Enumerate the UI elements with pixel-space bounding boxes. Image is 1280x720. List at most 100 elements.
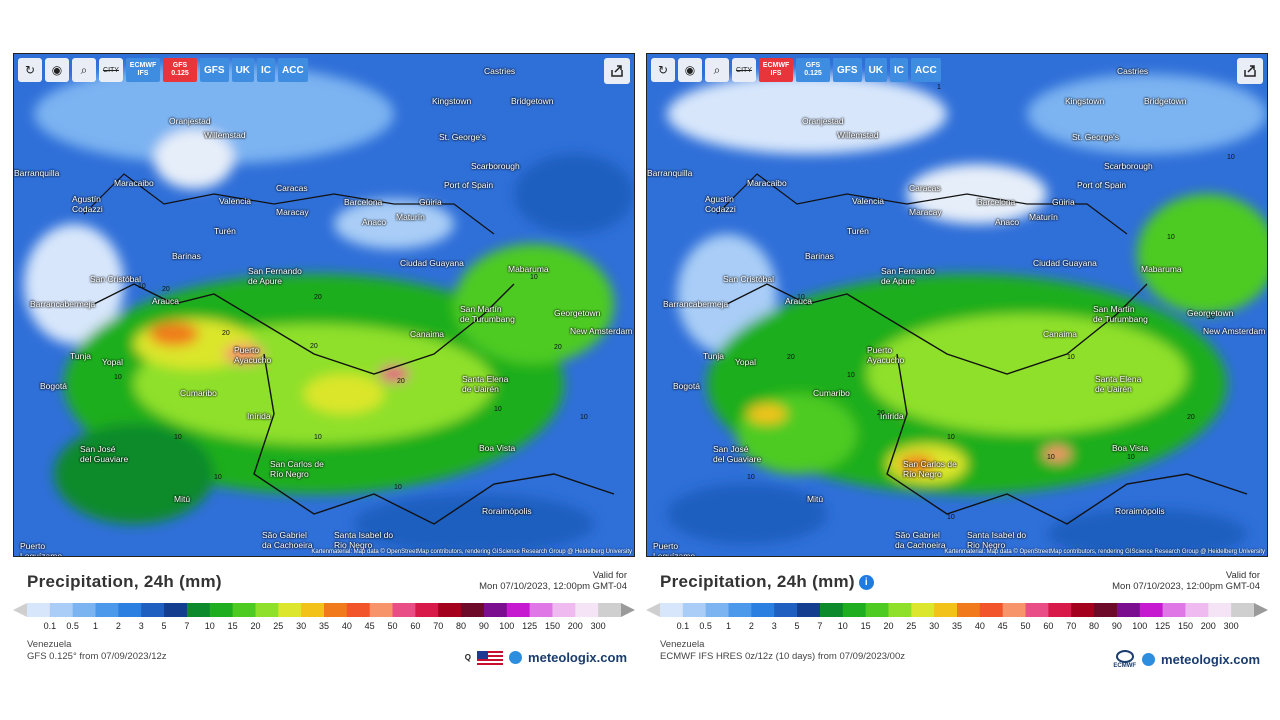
scale-swatch bbox=[797, 603, 821, 617]
city-label: Oranjestad bbox=[169, 116, 211, 126]
ecmwf-logo-icon: ECMWF bbox=[1113, 650, 1136, 669]
scale-tick-label: 35 bbox=[318, 621, 330, 631]
model-line: GFS bbox=[805, 62, 821, 69]
scale-swatch bbox=[346, 603, 371, 617]
scale-swatch bbox=[842, 603, 867, 617]
scale-swatch bbox=[1116, 603, 1141, 617]
scale-tick-label: 150 bbox=[544, 621, 560, 631]
scale-tick-label: 125 bbox=[522, 621, 538, 631]
city-label: Puerto Ayacucho bbox=[867, 345, 905, 365]
hd-icon: Q bbox=[464, 653, 472, 662]
model-gfs-0125-button[interactable]: GFS 0.125 bbox=[163, 58, 197, 82]
scale-swatch bbox=[95, 603, 119, 617]
scale-arrow-left bbox=[13, 603, 27, 617]
scale-swatch bbox=[438, 603, 462, 617]
scale-tick-label: 100 bbox=[499, 621, 515, 631]
scale-swatch bbox=[774, 603, 798, 617]
model-ic-button[interactable]: IC bbox=[257, 58, 276, 82]
contour-value-label: 10 bbox=[1067, 354, 1075, 361]
refresh-icon[interactable]: ↻ bbox=[18, 58, 42, 82]
city-label: Canaima bbox=[410, 329, 445, 339]
model-uk-button[interactable]: UK bbox=[231, 58, 255, 82]
city-label: Ciudad Guayana bbox=[400, 258, 464, 268]
city-label: Puerto Ayacucho bbox=[234, 345, 272, 365]
model-gfs-button[interactable]: GFS bbox=[833, 58, 862, 82]
model-acc-button[interactable]: ACC bbox=[911, 58, 941, 82]
scale-tick-label: 15 bbox=[227, 621, 238, 631]
brand-text[interactable]: meteologix.com bbox=[1161, 652, 1260, 667]
contour-value-label: 20 bbox=[787, 354, 795, 361]
region-label: Venezuela bbox=[27, 639, 72, 650]
contour-value-label: 10 bbox=[1167, 234, 1175, 241]
scale-tick-label: 300 bbox=[590, 621, 606, 631]
city-label: Castries bbox=[484, 66, 516, 76]
city-label: Scarborough bbox=[1104, 161, 1153, 171]
scale-swatch bbox=[751, 603, 775, 617]
precip-map[interactable]: ↻ ◉ ⌕ CITY ECMWF IFS GFS 0.125 GFS UK IC… bbox=[646, 53, 1268, 557]
city-label: Roraimópolis bbox=[1115, 506, 1165, 516]
city-toggle-button[interactable]: CITY bbox=[732, 58, 756, 82]
city-label: Maturín bbox=[1029, 212, 1058, 222]
scale-tick-label: 300 bbox=[1223, 621, 1239, 631]
city-label: Yopal bbox=[735, 357, 756, 367]
scale-tick-label: 5 bbox=[794, 621, 800, 631]
brand-text[interactable]: meteologix.com bbox=[528, 650, 627, 665]
city-label: Mabaruma bbox=[1141, 264, 1182, 274]
contour-value-label: 10 bbox=[947, 514, 955, 521]
model-uk-button[interactable]: UK bbox=[864, 58, 888, 82]
map-canvas[interactable] bbox=[14, 54, 635, 557]
location-pin-icon[interactable]: ◉ bbox=[45, 58, 69, 82]
scale-swatch bbox=[186, 603, 211, 617]
contour-value-label: 20 bbox=[222, 330, 230, 337]
info-icon[interactable]: i bbox=[858, 575, 874, 590]
city-label: Puerto Leguízamo bbox=[20, 541, 63, 557]
city-label: St. George's bbox=[1072, 132, 1119, 142]
city-label: Bogotá bbox=[673, 381, 700, 391]
city-label: Santa Isabel do Rio Negro bbox=[967, 530, 1027, 550]
city-toggle-button[interactable]: CITY bbox=[99, 58, 123, 82]
city-label: Canaima bbox=[1043, 329, 1078, 339]
map-canvas[interactable] bbox=[647, 54, 1268, 557]
city-label: Maracay bbox=[276, 207, 309, 217]
contour-value-label: 10 bbox=[1127, 454, 1135, 461]
scale-swatch bbox=[1185, 603, 1209, 617]
contour-value-label: 20 bbox=[397, 378, 405, 385]
model-ic-button[interactable]: IC bbox=[890, 58, 909, 82]
city-label: Güiria bbox=[419, 197, 442, 207]
model-line: ECMWF bbox=[762, 62, 790, 69]
city-label: Santa Isabel do Rio Negro bbox=[334, 530, 394, 550]
city-label: Agustín Codazzi bbox=[72, 194, 103, 214]
city-label: Turén bbox=[214, 226, 236, 236]
city-label: Arauca bbox=[785, 296, 812, 306]
panel-ecmwf: ↻ ◉ ⌕ CITY ECMWF IFS GFS 0.125 GFS UK IC… bbox=[646, 53, 1268, 673]
share-icon[interactable] bbox=[604, 58, 630, 84]
scale-swatch bbox=[1071, 603, 1095, 617]
city-label: Barcelona bbox=[977, 197, 1016, 207]
share-icon[interactable] bbox=[1237, 58, 1263, 84]
model-source-label: GFS 0.125° from 07/09/2023/12z bbox=[27, 651, 167, 662]
zoom-icon[interactable]: ⌕ bbox=[705, 58, 729, 82]
model-ecmwf-ifs-button[interactable]: ECMWF IFS bbox=[126, 58, 160, 82]
scale-swatch bbox=[255, 603, 279, 617]
scale-tick-label: 0.1 bbox=[43, 621, 57, 631]
location-pin-icon[interactable]: ◉ bbox=[678, 58, 702, 82]
city-label: Caracas bbox=[276, 183, 308, 193]
model-line: IFS bbox=[137, 70, 149, 77]
scale-tick-label: 20 bbox=[883, 621, 894, 631]
zoom-icon[interactable]: ⌕ bbox=[72, 58, 96, 82]
scale-tick-label: 3 bbox=[138, 621, 144, 631]
scale-swatch bbox=[49, 603, 74, 617]
scale-tick-label: 30 bbox=[929, 621, 940, 631]
scale-swatch bbox=[461, 603, 485, 617]
refresh-icon[interactable]: ↻ bbox=[651, 58, 675, 82]
contour-value-label: 10 bbox=[314, 434, 322, 441]
model-acc-button[interactable]: ACC bbox=[278, 58, 308, 82]
scale-tick-label: 40 bbox=[974, 621, 985, 631]
model-ecmwf-ifs-button[interactable]: ECMWF IFS bbox=[759, 58, 793, 82]
model-gfs-0125-button[interactable]: GFS 0.125 bbox=[796, 58, 830, 82]
scale-tick-label: 7 bbox=[817, 621, 823, 631]
scale-swatch bbox=[865, 603, 889, 617]
brand: ECMWF meteologix.com bbox=[1113, 650, 1260, 669]
precip-map[interactable]: ↻ ◉ ⌕ CITY ECMWF IFS GFS 0.125 GFS UK IC… bbox=[13, 53, 635, 557]
model-gfs-button[interactable]: GFS bbox=[200, 58, 229, 82]
